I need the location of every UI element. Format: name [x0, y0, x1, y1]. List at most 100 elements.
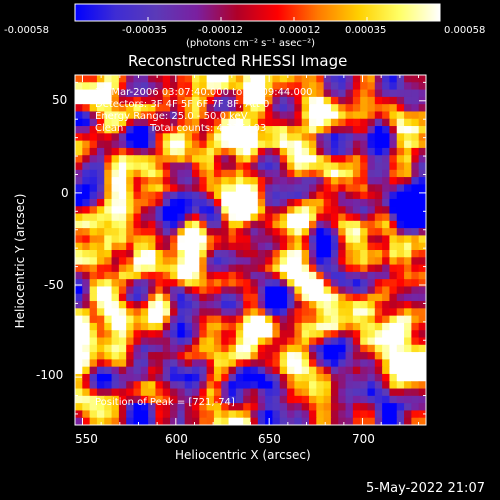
heatmap-cell	[82, 366, 91, 375]
heatmap-cell	[75, 75, 83, 83]
heatmap-cell	[184, 315, 193, 324]
heatmap-cell	[396, 352, 405, 360]
heatmap-cell	[411, 242, 420, 251]
heatmap-cell	[192, 271, 200, 280]
heatmap-cell	[228, 388, 237, 397]
heatmap-cell	[411, 344, 420, 353]
heatmap-cell	[96, 257, 105, 266]
heatmap-cell	[206, 301, 215, 309]
heatmap-cell	[257, 213, 266, 222]
heatmap-cell	[170, 147, 178, 156]
heatmap-cell	[360, 373, 369, 382]
heatmap-cell	[213, 82, 222, 91]
heatmap-cell	[382, 301, 391, 309]
heatmap-cell	[206, 388, 215, 397]
heatmap-cell	[96, 322, 105, 331]
heatmap-cell	[162, 228, 171, 237]
heatmap-cell	[330, 301, 339, 309]
heatmap-cell	[367, 352, 376, 360]
heatmap-cell	[199, 206, 208, 215]
heatmap-cell	[294, 264, 303, 273]
heatmap-cell	[243, 147, 252, 156]
heatmap-cell	[338, 250, 347, 258]
colorbar-tick-label-0: -0.00058	[4, 25, 49, 36]
heatmap-cell	[323, 410, 332, 419]
heatmap-cell	[396, 118, 405, 127]
heatmap-cell	[309, 381, 317, 390]
heatmap-cell	[82, 293, 91, 302]
heatmap-cell	[367, 271, 376, 280]
heatmap-cell	[82, 126, 91, 134]
heatmap-cell	[323, 213, 332, 222]
heatmap-cell	[221, 315, 230, 324]
heatmap-cell	[309, 235, 317, 244]
heatmap-cell	[323, 140, 332, 149]
heatmap-cell	[170, 133, 178, 142]
heatmap-cell	[148, 147, 157, 156]
heatmap-cell	[250, 235, 259, 244]
heatmap-cell	[206, 359, 215, 368]
heatmap-cell	[199, 417, 208, 425]
heatmap-cell	[177, 206, 186, 215]
heatmap-cell	[75, 228, 83, 237]
heatmap-cell	[170, 89, 178, 98]
heatmap-cell	[418, 220, 426, 229]
heatmap-cell	[389, 82, 398, 91]
heatmap-cell	[162, 315, 171, 324]
heatmap-cell	[133, 257, 142, 266]
heatmap-cell	[192, 315, 200, 324]
heatmap-cell	[206, 235, 215, 244]
heatmap-cell	[360, 220, 369, 229]
heatmap-cell	[111, 315, 120, 324]
heatmap-cell	[316, 198, 325, 207]
heatmap-cell	[192, 198, 200, 207]
heatmap-cell	[235, 235, 244, 244]
heatmap-cell	[257, 250, 266, 258]
heatmap-cell	[75, 191, 83, 200]
heatmap-cell	[213, 271, 222, 280]
heatmap-cell	[104, 111, 113, 120]
heatmap-cell	[352, 155, 361, 164]
heatmap-cell	[287, 264, 295, 273]
heatmap-cell	[192, 373, 200, 382]
heatmap-cell	[257, 169, 266, 178]
heatmap-cell	[287, 111, 295, 120]
heatmap-cell	[396, 213, 405, 222]
heatmap-cell	[316, 140, 325, 149]
heatmap-cell	[294, 337, 303, 346]
heatmap-cell	[228, 301, 237, 309]
heatmap-cell	[199, 395, 208, 404]
heatmap-cell	[75, 177, 83, 185]
heatmap-cell	[374, 257, 383, 266]
heatmap-cell	[294, 344, 303, 353]
heatmap-cell	[118, 133, 127, 142]
heatmap-cell	[192, 301, 200, 309]
heatmap-cell	[126, 250, 135, 258]
heatmap-cell	[250, 293, 259, 302]
heatmap-cell	[228, 235, 237, 244]
heatmap-cell	[155, 177, 164, 185]
heatmap-cell	[301, 242, 310, 251]
heatmap-cell	[287, 155, 295, 164]
heatmap-cell	[184, 198, 193, 207]
heatmap-cell	[287, 279, 295, 288]
heatmap-cell	[213, 308, 222, 317]
heatmap-cell	[96, 96, 105, 105]
heatmap-cell	[257, 301, 266, 309]
heatmap-cell	[301, 373, 310, 382]
heatmap-cell	[301, 155, 310, 164]
heatmap-cell	[396, 381, 405, 390]
heatmap-cell	[126, 359, 135, 368]
heatmap-cell	[111, 264, 120, 273]
heatmap-cell	[382, 235, 391, 244]
heatmap-cell	[418, 293, 426, 302]
heatmap-cell	[118, 279, 127, 288]
heatmap-cell	[309, 104, 317, 113]
heatmap-cell	[345, 322, 354, 331]
heatmap-cell	[140, 366, 149, 375]
heatmap-cell	[111, 162, 120, 171]
heatmap-cell	[389, 403, 398, 412]
heatmap-cell	[250, 133, 259, 142]
heatmap-cell	[330, 155, 339, 164]
heatmap-cell	[75, 286, 83, 295]
